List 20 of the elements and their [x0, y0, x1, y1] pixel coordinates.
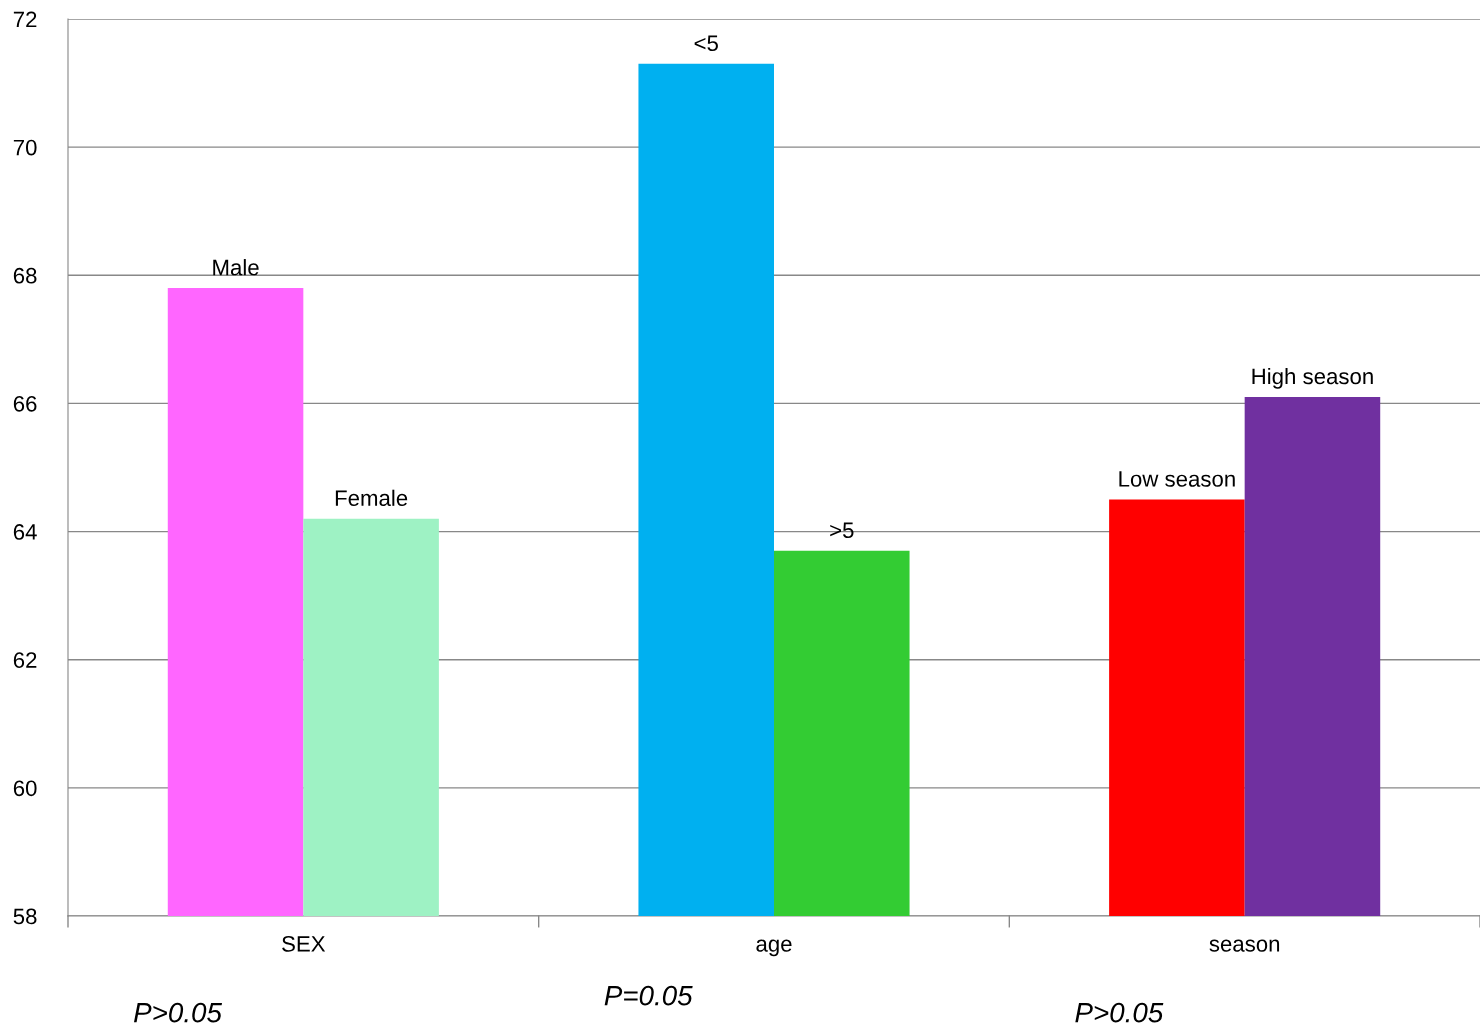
x-tick-label: season: [1209, 939, 1280, 952]
data-label: Female: [335, 489, 408, 507]
data-label: <5: [694, 35, 718, 52]
text: P>0.05: [133, 1002, 223, 1023]
y-tick-label: 64: [13, 524, 37, 540]
data-label: Low season: [1119, 471, 1235, 487]
x-tick-label: SEX: [282, 936, 326, 952]
y-tick-label: 60: [13, 780, 37, 797]
x-tick-label: age: [756, 939, 792, 957]
y-tick-label: 58: [13, 908, 37, 925]
y-tick-label: 68: [13, 267, 37, 284]
data-label: >5: [830, 522, 854, 539]
y-tick-label: 66: [13, 395, 37, 412]
text: P=0.05: [604, 985, 693, 1006]
y-tick-label: 72: [13, 11, 37, 28]
y-tick-label: 62: [13, 652, 37, 668]
text: P>0.05: [1075, 1002, 1164, 1023]
y-tick-label: 70: [13, 139, 37, 156]
data-label: High season: [1252, 367, 1373, 389]
data-label: Male: [213, 259, 259, 276]
